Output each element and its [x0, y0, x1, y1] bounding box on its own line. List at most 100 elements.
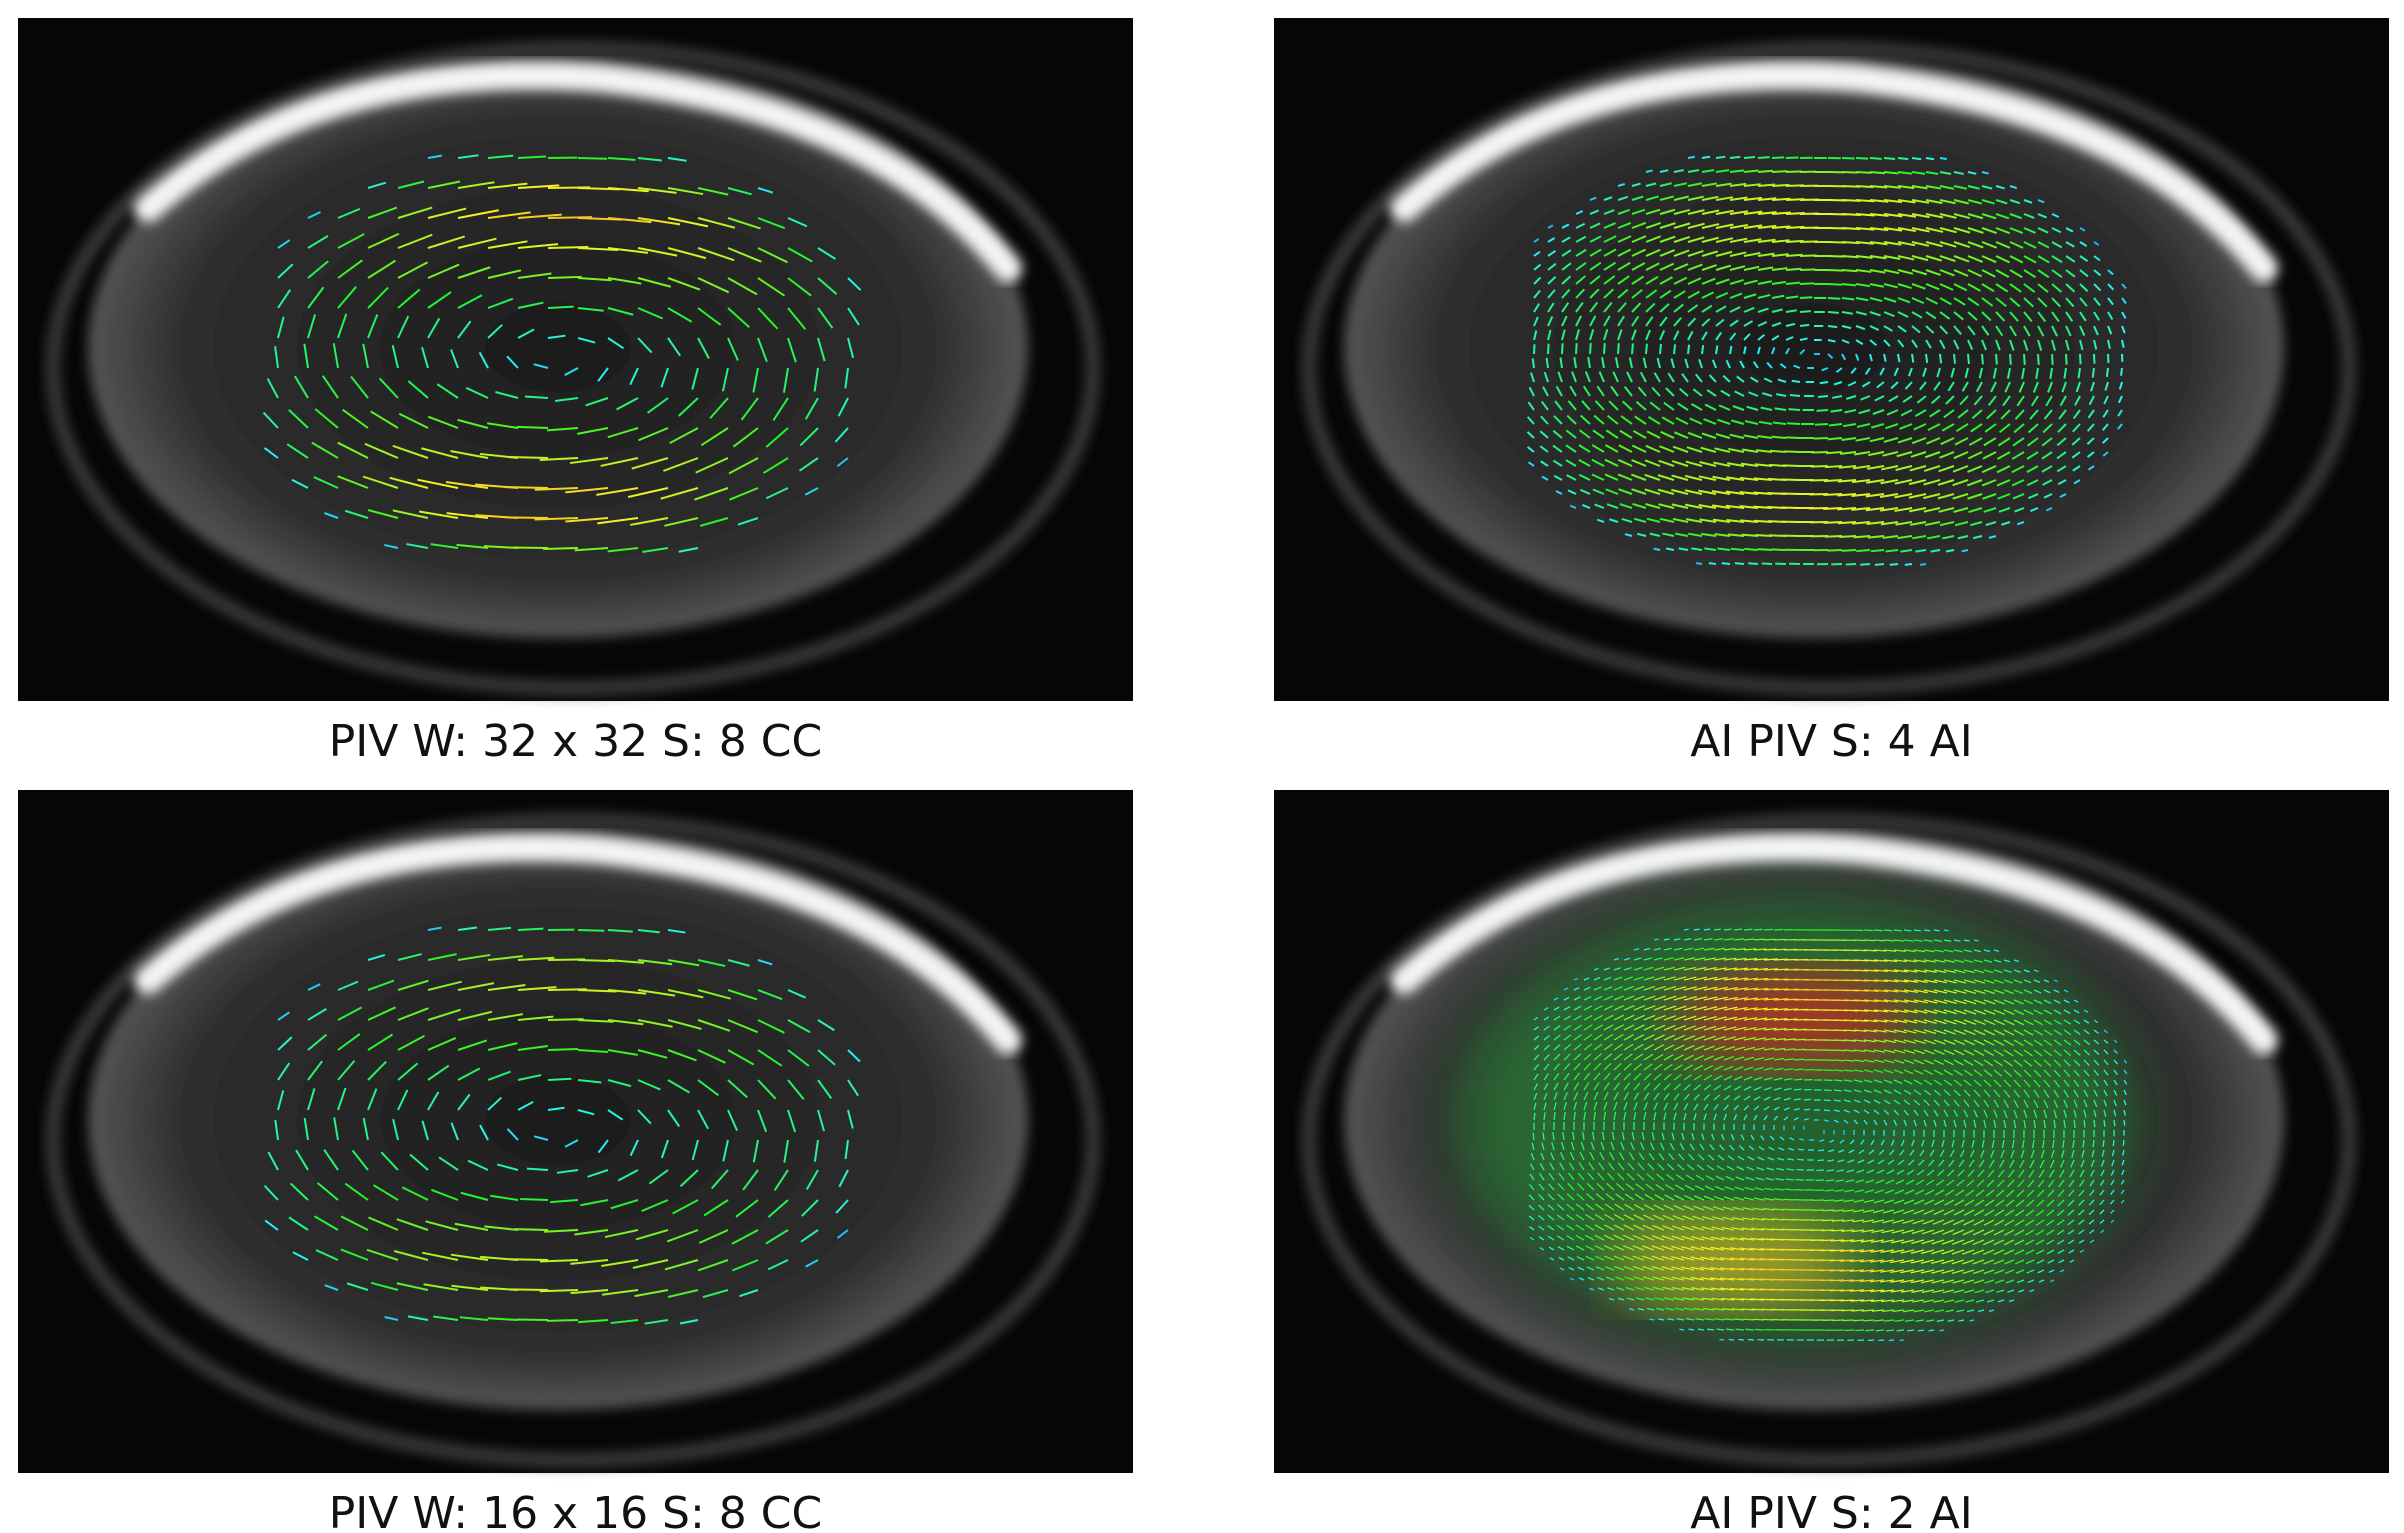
flow-vector — [1539, 430, 1549, 439]
flow-vector — [757, 1049, 783, 1067]
flow-vector — [2087, 465, 2095, 471]
flow-vector — [2110, 1169, 2115, 1176]
flow-vector — [1643, 966, 1654, 971]
flow-vector — [666, 1229, 699, 1243]
flow-vector — [307, 235, 329, 249]
flow-vector — [1665, 1307, 1675, 1311]
flow-vector — [631, 457, 669, 470]
flow-vector — [1659, 1142, 1665, 1151]
flow-vector — [2013, 969, 2021, 973]
flow-vector — [1589, 329, 1595, 341]
flow-vector — [667, 307, 693, 323]
flow-vector — [2089, 1179, 2095, 1187]
flow-vector — [1762, 392, 1773, 397]
flow-vector — [1601, 356, 1605, 369]
flow-vector — [1685, 1174, 1695, 1181]
flow-vector — [1785, 1178, 1795, 1181]
flow-vector — [1672, 1225, 1685, 1231]
flow-vector — [1855, 297, 1869, 302]
flow-vector — [1644, 473, 1661, 481]
flow-vector — [1965, 1299, 1975, 1303]
flow-vector — [351, 1149, 369, 1171]
flow-vector — [1893, 929, 1903, 932]
flow-vector — [1823, 521, 1843, 524]
flow-vector — [1719, 1267, 1735, 1271]
flow-vector — [1701, 155, 1711, 159]
flow-vector — [1723, 1318, 1735, 1321]
flow-vector — [1649, 1318, 1655, 1321]
flow-vector — [1586, 1266, 1595, 1271]
flow-vector — [2013, 1029, 2024, 1036]
flow-vector — [2120, 1179, 2125, 1185]
flow-vector — [1587, 356, 1591, 369]
flow-vector — [1703, 1045, 1715, 1051]
flow-vector — [1771, 321, 1782, 327]
flow-vector — [1529, 1226, 1535, 1231]
flow-vector — [1634, 415, 1647, 425]
flow-vector — [337, 313, 348, 339]
flow-vector — [520, 1197, 549, 1201]
flow-vector — [1925, 297, 1939, 305]
flow-vector — [1617, 458, 1633, 467]
flow-vector — [1673, 317, 1682, 327]
flow-vector — [1883, 1069, 1894, 1074]
flow-vector — [660, 487, 699, 500]
flow-vector — [1881, 1229, 1895, 1234]
flow-vector — [1589, 209, 1599, 215]
flow-vector — [767, 1199, 789, 1218]
flow-vector — [1645, 289, 1658, 299]
flow-vector — [1925, 171, 1939, 175]
flow-vector — [1964, 1199, 1975, 1207]
flow-vector — [2074, 395, 2081, 406]
flow-vector — [2109, 1199, 2115, 1205]
flow-vector — [1631, 488, 1647, 495]
flow-vector — [1967, 241, 1984, 249]
flow-vector — [1703, 1103, 1709, 1111]
flow-vector — [1651, 1255, 1665, 1261]
flow-vector — [1723, 928, 1732, 931]
flow-vector — [1557, 1246, 1565, 1251]
flow-vector — [1733, 1085, 1742, 1091]
flow-vector — [1783, 1068, 1794, 1071]
flow-vector — [1827, 549, 1843, 552]
flow-vector — [1893, 1009, 1908, 1014]
flow-vector — [697, 959, 726, 967]
flow-vector — [1538, 1183, 1545, 1191]
flow-vector — [1923, 1089, 1932, 1096]
flow-vector — [2005, 1279, 2015, 1284]
flow-vector — [1609, 518, 1619, 523]
flow-vector — [1725, 504, 1745, 509]
flow-vector — [1994, 1219, 2005, 1227]
flow-vector — [1632, 1255, 1645, 1261]
flow-vector — [1715, 433, 1731, 439]
flow-vector — [1701, 250, 1719, 257]
flow-vector — [1751, 1217, 1765, 1221]
flow-vector — [2065, 269, 2076, 278]
flow-vector — [1850, 367, 1857, 375]
flow-vector — [1785, 322, 1796, 327]
flow-vector — [1683, 966, 1696, 971]
flow-vector — [1713, 1045, 1725, 1051]
flow-vector — [1545, 357, 1549, 369]
flow-vector — [1857, 1159, 1865, 1164]
flow-vector — [2073, 1039, 2081, 1046]
flow-vector — [517, 1015, 554, 1021]
flow-vector — [565, 487, 609, 494]
flow-vector — [1687, 195, 1704, 201]
flow-vector — [1939, 171, 1952, 175]
flow-vector — [1993, 1259, 2005, 1265]
flow-vector — [1861, 1309, 1875, 1312]
flow-vector — [2063, 1119, 2066, 1129]
flow-vector — [1729, 251, 1747, 257]
flow-vector — [787, 337, 797, 363]
flow-vector — [1911, 255, 1929, 262]
flow-vector — [1653, 1053, 1664, 1061]
flow-vector — [1897, 185, 1915, 190]
flow-vector — [1703, 938, 1713, 941]
flow-vector — [1841, 339, 1850, 344]
flow-vector — [1593, 986, 1602, 991]
flow-vector — [737, 517, 759, 526]
flow-vector — [1829, 1249, 1845, 1252]
flow-vector — [1703, 1025, 1717, 1031]
